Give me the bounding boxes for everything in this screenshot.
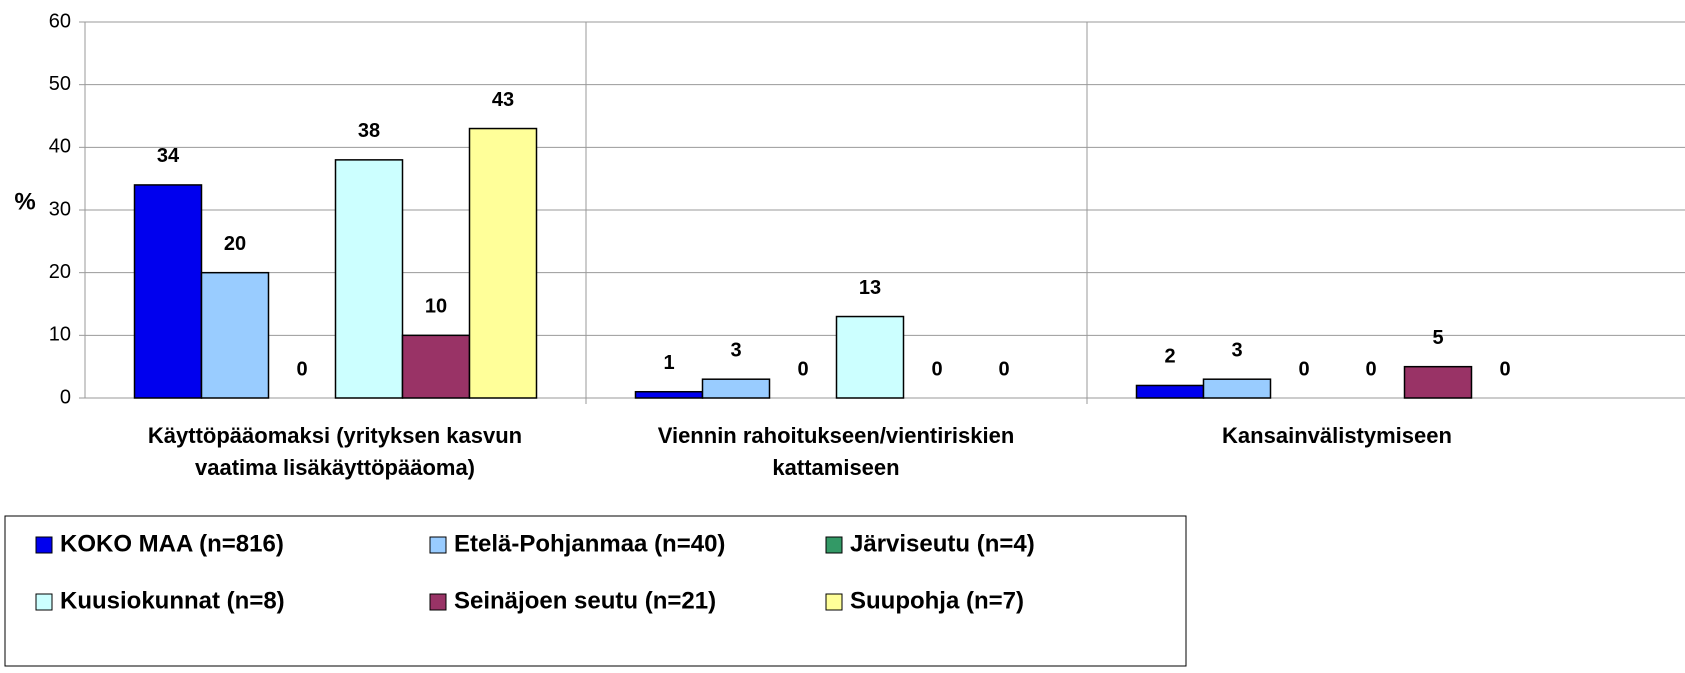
legend-swatch <box>429 536 447 554</box>
legend-swatch <box>825 593 843 611</box>
value-label: 43 <box>492 89 514 111</box>
value-label: 0 <box>931 358 942 380</box>
value-label: 0 <box>797 358 808 380</box>
y-tick-label: 50 <box>49 73 71 95</box>
bar <box>1403 365 1473 399</box>
legend-label: Suupohja (n=7) <box>850 587 1024 614</box>
bar <box>1202 378 1272 399</box>
legend-swatch <box>825 536 843 554</box>
x-tick-label: Käyttöpääomaksi (yrityksen kasvun vaatim… <box>147 423 523 480</box>
value-label: 0 <box>1365 358 1376 380</box>
bar <box>133 184 203 399</box>
value-label: 10 <box>425 296 447 318</box>
legend-label: KOKO MAA (n=816) <box>60 530 284 557</box>
x-tick-label: Kansainvälistymiseen <box>1222 423 1452 448</box>
legend-label: Seinäjoen seutu (n=21) <box>454 587 716 614</box>
value-label: 0 <box>998 358 1009 380</box>
bar <box>468 127 538 399</box>
legend-label: Kuusiokunnat (n=8) <box>60 587 285 614</box>
legend-label: Järviseutu (n=4) <box>850 530 1035 557</box>
y-axis-label: % <box>14 188 35 215</box>
legend-swatch <box>429 593 447 611</box>
y-tick-label: 0 <box>60 386 71 408</box>
value-label: 0 <box>296 358 307 380</box>
value-label: 0 <box>1499 358 1510 380</box>
bar <box>401 334 471 399</box>
bar <box>334 159 404 399</box>
value-label: 3 <box>1231 339 1242 361</box>
y-tick-label: 30 <box>49 198 71 220</box>
y-tick-label: 10 <box>49 324 71 346</box>
legend-label: Etelä-Pohjanmaa (n=40) <box>454 530 725 557</box>
value-label: 20 <box>224 233 246 255</box>
value-label: 1 <box>663 352 674 374</box>
legend-box <box>4 515 1187 667</box>
value-label: 2 <box>1164 346 1175 368</box>
y-tick-label: 60 <box>49 10 71 32</box>
bar <box>701 378 771 399</box>
bar <box>634 390 704 399</box>
value-label: 5 <box>1432 327 1443 349</box>
y-tick-label: 20 <box>49 261 71 283</box>
bar <box>200 271 270 399</box>
legend-swatch <box>35 536 53 554</box>
value-label: 38 <box>358 120 380 142</box>
bar <box>1135 384 1205 399</box>
y-tick-label: 40 <box>49 136 71 158</box>
legend-swatch <box>35 593 53 611</box>
x-tick-label: Viennin rahoitukseen/vientiriskien katta… <box>657 423 1015 480</box>
value-label: 0 <box>1298 358 1309 380</box>
bar <box>835 315 905 399</box>
value-label: 34 <box>157 145 180 167</box>
value-label: 3 <box>730 339 741 361</box>
value-label: 13 <box>859 277 881 299</box>
